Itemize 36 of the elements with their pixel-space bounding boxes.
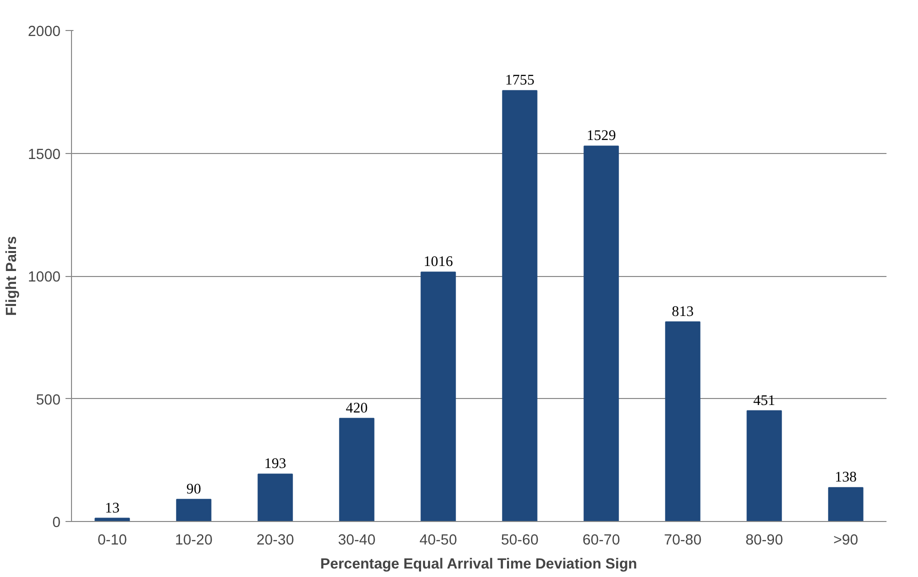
x-tick-label: 30-40 — [338, 532, 376, 548]
x-axis-title: Percentage Equal Arrival Time Deviation Sign — [320, 556, 638, 572]
bar — [665, 321, 700, 522]
x-tick-label: 60-70 — [582, 532, 620, 548]
data-label: 420 — [346, 400, 368, 416]
data-label: 1016 — [424, 254, 453, 270]
data-label: 1755 — [505, 72, 534, 89]
data-label: 13 — [104, 500, 120, 516]
bar — [420, 272, 456, 522]
y-tick-label: 0 — [52, 515, 61, 531]
bar — [258, 474, 293, 522]
data-label: 451 — [753, 392, 776, 409]
x-tick-label: 10-20 — [175, 532, 213, 548]
data-label: 90 — [186, 481, 202, 498]
bar — [176, 498, 212, 522]
x-tick-label: >90 — [833, 532, 858, 548]
bar — [502, 90, 538, 522]
data-label: 1529 — [586, 128, 616, 144]
y-tick-label: 1500 — [28, 146, 61, 163]
x-tick-label: 80-90 — [746, 532, 784, 548]
x-tick-label: 50-60 — [501, 532, 539, 548]
y-tick-label: 1000 — [28, 270, 61, 286]
bar — [584, 146, 619, 522]
data-label: 813 — [672, 304, 694, 320]
data-label: 138 — [834, 470, 857, 486]
x-tick-label: 40-50 — [420, 532, 458, 548]
x-tick-label: 70-80 — [664, 532, 702, 548]
data-label: 193 — [264, 456, 286, 472]
y-tick-label: 500 — [36, 392, 61, 408]
y-axis-title: Flight Pairs — [4, 236, 20, 316]
bar — [828, 487, 864, 522]
y-tick-label: 2000 — [28, 24, 61, 40]
x-tick-label: 0-10 — [98, 532, 127, 548]
bar — [746, 410, 782, 522]
bar — [339, 418, 374, 522]
x-tick-label: 20-30 — [256, 532, 294, 548]
